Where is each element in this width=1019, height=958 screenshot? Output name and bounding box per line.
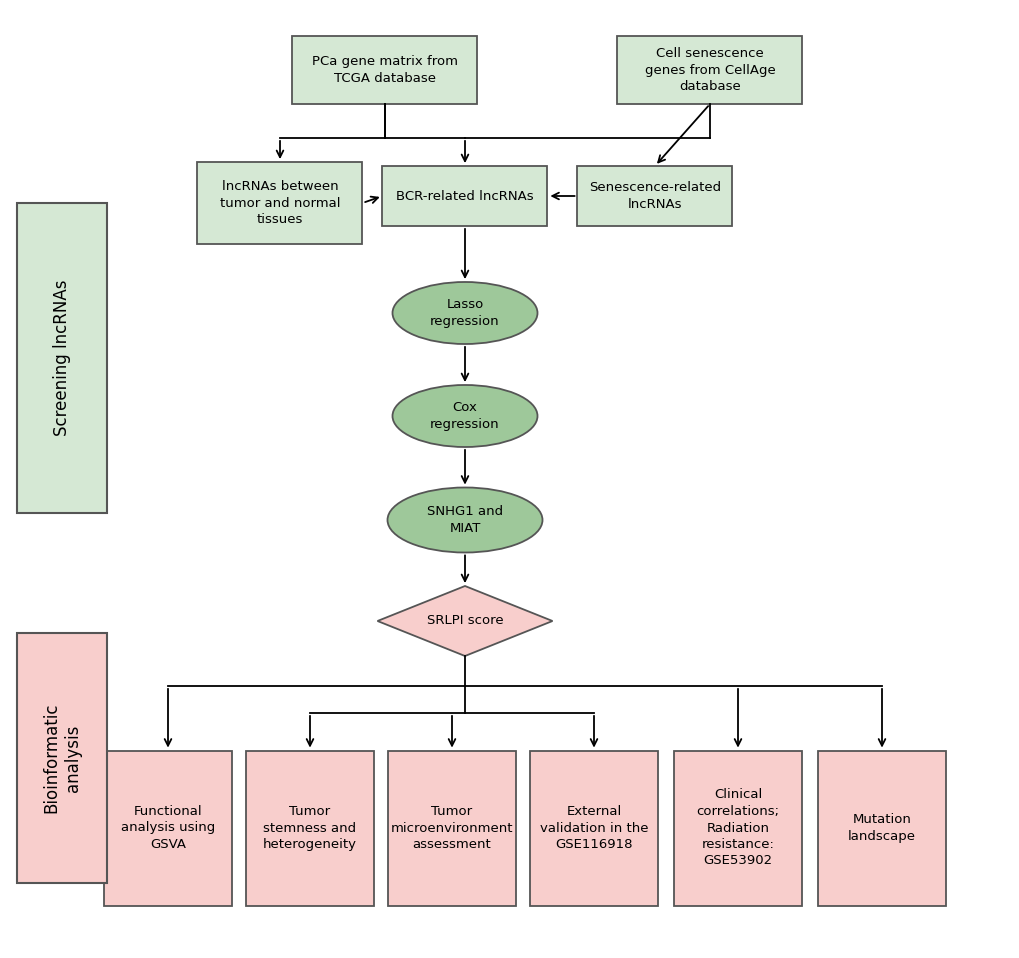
- Text: Bioinformatic
analysis: Bioinformatic analysis: [42, 703, 82, 813]
- FancyBboxPatch shape: [616, 36, 802, 104]
- FancyBboxPatch shape: [387, 750, 516, 905]
- FancyBboxPatch shape: [577, 166, 732, 226]
- Text: Mutation
landscape: Mutation landscape: [847, 813, 915, 843]
- FancyBboxPatch shape: [530, 750, 657, 905]
- Text: Cell senescence
genes from CellAge
database: Cell senescence genes from CellAge datab…: [644, 47, 774, 93]
- Text: Screening lncRNAs: Screening lncRNAs: [53, 280, 71, 436]
- Ellipse shape: [392, 385, 537, 447]
- Text: External
validation in the
GSE116918: External validation in the GSE116918: [539, 805, 648, 851]
- Text: Lasso
regression: Lasso regression: [430, 298, 499, 328]
- Text: Cox
regression: Cox regression: [430, 401, 499, 431]
- FancyBboxPatch shape: [198, 162, 362, 244]
- Text: Senescence-related
lncRNAs: Senescence-related lncRNAs: [588, 181, 720, 211]
- Text: Clinical
correlations;
Radiation
resistance:
GSE53902: Clinical correlations; Radiation resista…: [696, 788, 779, 868]
- Ellipse shape: [392, 282, 537, 344]
- Text: Tumor
stemness and
heterogeneity: Tumor stemness and heterogeneity: [263, 805, 357, 851]
- FancyBboxPatch shape: [17, 203, 107, 513]
- FancyBboxPatch shape: [382, 166, 547, 226]
- Text: Tumor
microenvironment
assessment: Tumor microenvironment assessment: [390, 805, 513, 851]
- FancyBboxPatch shape: [17, 633, 107, 883]
- Text: Functional
analysis using
GSVA: Functional analysis using GSVA: [121, 805, 215, 851]
- FancyBboxPatch shape: [104, 750, 231, 905]
- FancyBboxPatch shape: [246, 750, 374, 905]
- FancyBboxPatch shape: [292, 36, 477, 104]
- FancyBboxPatch shape: [674, 750, 801, 905]
- Polygon shape: [377, 586, 552, 656]
- Ellipse shape: [387, 488, 542, 553]
- Text: lncRNAs between
tumor and normal
tissues: lncRNAs between tumor and normal tissues: [219, 180, 340, 226]
- Text: PCa gene matrix from
TCGA database: PCa gene matrix from TCGA database: [312, 56, 458, 84]
- Text: SNHG1 and
MIAT: SNHG1 and MIAT: [427, 505, 502, 535]
- FancyBboxPatch shape: [817, 750, 945, 905]
- Text: SRLPI score: SRLPI score: [426, 614, 502, 627]
- Text: BCR-related lncRNAs: BCR-related lncRNAs: [395, 190, 533, 202]
